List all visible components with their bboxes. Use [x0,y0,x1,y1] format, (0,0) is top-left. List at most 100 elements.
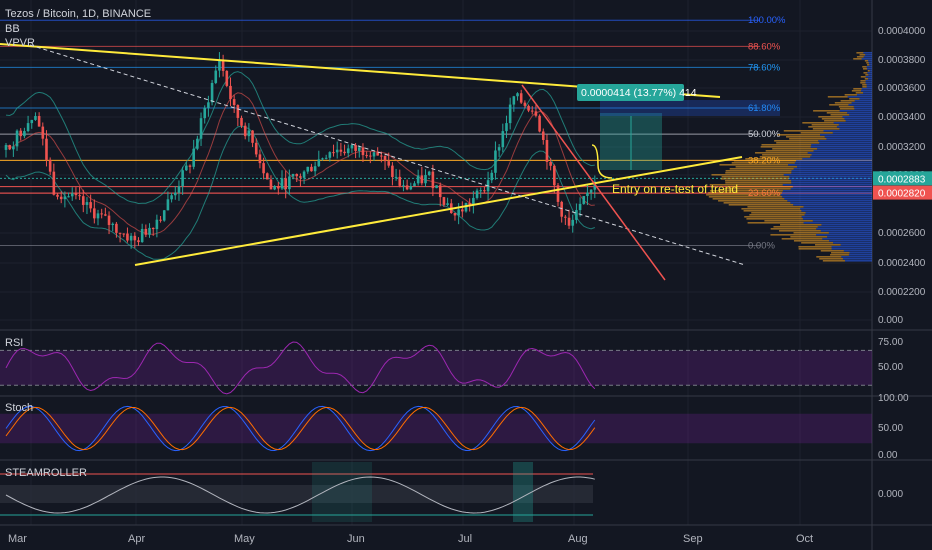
vp-bar-up [826,138,872,140]
candle-body [324,157,328,159]
vp-bar-down [839,108,855,110]
steamroller-label[interactable]: STEAMROLLER [5,467,87,479]
vp-bar-down [793,232,829,234]
candle-body [589,189,593,193]
price-tick: 0.0003400 [878,112,926,123]
candle-body [586,192,589,197]
vp-bar-up [866,84,872,86]
vp-bar-down [764,220,813,222]
candle-body [23,131,26,137]
time-tick: May [234,533,255,545]
vp-bar-up [842,258,872,260]
vp-bar-up [849,252,872,254]
candle-body [354,145,357,151]
vp-bar-up [847,96,872,98]
rsi-label[interactable]: RSI [5,337,24,349]
vp-bar-up [793,204,872,206]
candle-body [133,235,137,241]
candle-body [229,85,232,100]
vp-bar-down [789,138,827,140]
vp-bar-up [824,136,872,138]
vp-bar-up [801,216,872,218]
vp-bar-down [834,102,852,104]
stoch-label[interactable]: Stoch [5,402,34,414]
candle-body [438,185,442,198]
target-label-bg [577,84,684,101]
vp-bar-down [725,180,792,182]
price-tick: 0.0003800 [878,55,926,66]
candle-body [192,148,195,167]
candle-body [398,176,402,186]
vp-bar-up [791,170,872,172]
vp-bar-up [783,174,872,176]
vp-bar-down [862,68,868,70]
vp-bar-up [867,68,872,70]
candle-body [269,179,273,190]
vp-bar-down [862,84,867,86]
vp-bar-down [801,242,834,244]
vp-bar-up [863,92,872,94]
candle-body [560,201,563,217]
candle-body [310,166,313,172]
vp-bar-down [781,238,823,240]
candle-body [100,213,103,215]
vp-bar-up [827,236,872,238]
vp-bar-down [725,182,792,184]
vp-bar-down [765,150,814,152]
candle-body [313,166,317,172]
vp-bar-up [841,256,872,258]
time-tick: Apr [128,533,145,545]
vp-bar-up [868,74,872,76]
vp-bar-down [783,130,824,132]
vp-bar-up [831,248,872,250]
vp-bar-up [844,260,872,262]
candle-body [494,150,497,173]
entry-note: Entry on re-test of trend [612,182,738,196]
candle-body [210,82,214,103]
vp-bar-down [762,154,812,156]
vp-bar-down [778,230,821,232]
candle-body [578,203,582,211]
vp-bar-down [865,74,869,76]
vp-bar-down [859,54,866,56]
vp-bar-down [709,190,783,192]
vp-bar-up [790,188,872,190]
steam-zone [312,462,372,522]
candle-body [137,240,140,243]
candle-body [295,173,299,177]
candle-body [243,125,247,137]
vp-bar-down [718,200,788,202]
vp-bar-down [749,214,805,216]
last-price-text: 0.0002883 [878,174,926,185]
vp-bar-up [811,144,872,146]
vp-bar-down [863,72,868,74]
price-tick: 0.000 [878,315,903,326]
vp-bar-up [836,126,872,128]
vp-bar-up [782,184,872,186]
candle-body [144,228,148,235]
candle-body [435,185,438,189]
stoch-tick: 50.00 [878,423,903,434]
indicator-bb-label[interactable]: BB [5,23,20,35]
vp-bar-down [811,124,839,126]
vp-bar-up [810,146,872,148]
candle-body [59,196,63,200]
vp-bar-down [827,96,848,98]
vp-bar-up [784,198,872,200]
vp-bar-up [865,80,872,82]
vp-bar-down [849,98,860,100]
vp-bar-up [789,176,872,178]
vp-bar-up [865,54,872,56]
candle-body [129,235,133,241]
vp-bar-down [759,156,811,158]
vp-bar-up [780,194,872,196]
vp-bar-down [815,244,841,246]
vp-bar-up [869,64,872,66]
fib-label: 78.60% [748,62,781,73]
vp-bar-up [791,180,872,182]
candle-body [196,138,199,149]
candle-body [420,175,424,184]
indicator-vpvr-label[interactable]: VPVR [5,37,35,49]
candle-body [453,213,457,216]
